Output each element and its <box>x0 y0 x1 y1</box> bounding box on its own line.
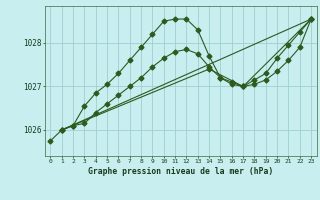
X-axis label: Graphe pression niveau de la mer (hPa): Graphe pression niveau de la mer (hPa) <box>88 167 273 176</box>
